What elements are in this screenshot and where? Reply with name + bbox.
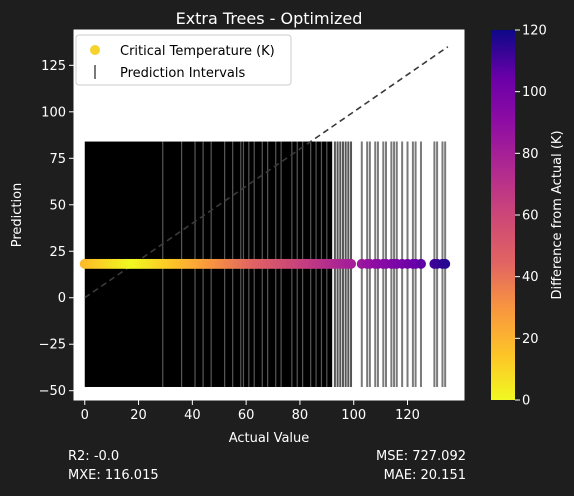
colorbar-tick-label: 20 [522, 332, 539, 347]
metric-mae: MAE: 20.151 [383, 468, 466, 483]
colorbar-ticks: 0 20 40 60 80 100 120 [515, 24, 547, 409]
data-point [346, 258, 357, 269]
chart-marks [79, 46, 451, 387]
y-tick-label: 75 [49, 152, 66, 167]
x-tick-label: 20 [130, 408, 147, 423]
y-axis-ticks: −50 −25 0 25 50 75 100 125 [39, 59, 74, 399]
x-tick-label: 100 [341, 408, 366, 423]
y-tick-label: 125 [41, 59, 66, 74]
y-tick-label: 50 [49, 198, 66, 213]
y-tick-label: 25 [49, 245, 66, 260]
colorbar-tick-label: 60 [522, 209, 539, 224]
legend: Critical Temperature (K) Prediction Inte… [75, 34, 292, 86]
x-tick-label: 120 [395, 408, 420, 423]
metric-mse: MSE: 727.092 [376, 449, 466, 464]
colorbar-tick-label: 120 [522, 24, 547, 39]
colorbar-tick-label: 0 [522, 394, 530, 409]
x-axis-ticks: 0 20 40 60 80 100 120 [81, 400, 420, 423]
x-tick-label: 0 [81, 408, 89, 423]
y-tick-label: 0 [58, 291, 66, 306]
legend-entry-prediction-intervals: Prediction Intervals [120, 66, 245, 81]
legend-marker-dot [90, 45, 100, 55]
plot-frame [73, 29, 465, 401]
y-tick-label: −25 [39, 338, 66, 353]
data-point [415, 258, 426, 269]
colorbar-tick-label: 100 [522, 85, 547, 100]
colorbar-label: Difference from Actual (K) [550, 130, 565, 299]
legend-box [75, 34, 292, 86]
reference-line [84, 46, 449, 299]
chart-title: Extra Trees - Optimized [176, 9, 363, 28]
metric-r2: R2: -0.0 [68, 449, 120, 464]
colorbar [491, 30, 515, 400]
metric-mxe: MXE: 116.015 [68, 468, 159, 483]
colorbar-tick-label: 80 [522, 147, 539, 162]
x-tick-label: 80 [292, 408, 309, 423]
data-point [440, 258, 451, 269]
x-tick-label: 40 [184, 408, 201, 423]
x-axis-label: Actual Value [229, 431, 310, 446]
y-axis-label: Prediction [10, 183, 25, 248]
colorbar-tick-label: 40 [522, 270, 539, 285]
y-tick-label: 100 [41, 105, 66, 120]
legend-entry-critical-temp: Critical Temperature (K) [120, 44, 275, 59]
x-tick-label: 60 [238, 408, 255, 423]
y-tick-label: −50 [39, 384, 66, 399]
